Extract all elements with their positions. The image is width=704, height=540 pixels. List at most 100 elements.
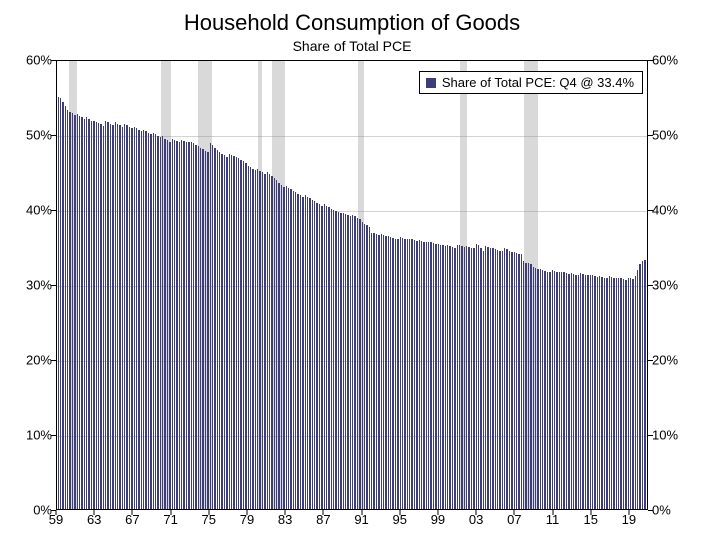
bar <box>136 128 137 509</box>
bar <box>364 224 365 509</box>
bar <box>504 248 505 509</box>
bar <box>449 246 450 509</box>
bar <box>286 186 287 509</box>
bar <box>233 156 234 509</box>
bar <box>290 189 291 509</box>
bar <box>592 275 593 509</box>
bar <box>79 116 80 509</box>
bar <box>590 275 591 509</box>
bar <box>559 272 560 509</box>
bar <box>267 172 268 509</box>
bar <box>240 160 241 509</box>
bar <box>620 278 621 509</box>
bar <box>506 249 507 509</box>
chart-subtitle: Share of Total PCE <box>0 38 704 54</box>
bar <box>229 154 230 509</box>
bar <box>411 239 412 509</box>
bar <box>644 260 645 509</box>
y-tick-left: 20% <box>2 353 52 368</box>
bar <box>637 270 638 509</box>
bar <box>81 117 82 509</box>
y-tick-right: 60% <box>652 53 702 68</box>
bar <box>571 273 572 509</box>
bar <box>371 233 372 509</box>
bar <box>376 234 377 509</box>
bar <box>639 264 640 509</box>
bar <box>369 227 370 509</box>
bar <box>236 157 237 509</box>
bar <box>62 102 63 509</box>
bar <box>115 122 116 509</box>
bar <box>357 218 358 509</box>
bar <box>217 150 218 509</box>
bar <box>224 155 225 509</box>
bar <box>616 278 617 509</box>
legend-swatch <box>426 78 436 88</box>
bar <box>172 139 173 509</box>
bar <box>625 280 626 509</box>
bar <box>122 127 123 509</box>
bar <box>575 275 576 509</box>
bar <box>255 170 256 509</box>
bar <box>210 143 211 509</box>
bar <box>352 215 353 509</box>
y-tick-right: 30% <box>652 278 702 293</box>
bar <box>324 204 325 509</box>
chart-container: Household Consumption of Goods Share of … <box>0 0 704 540</box>
bar <box>155 134 156 509</box>
bar <box>112 125 113 509</box>
y-tick-left: 10% <box>2 428 52 443</box>
bar <box>312 200 313 509</box>
bar <box>509 251 510 509</box>
bar <box>385 236 386 509</box>
bar <box>514 252 515 509</box>
bar <box>276 180 277 509</box>
bar <box>243 161 244 509</box>
bar <box>409 239 410 509</box>
bar <box>628 278 629 509</box>
bar <box>604 278 605 509</box>
bar <box>91 121 92 509</box>
bar <box>259 171 260 509</box>
bar <box>153 133 154 509</box>
bar <box>632 279 633 509</box>
bar <box>452 247 453 509</box>
bar <box>561 272 562 509</box>
bar <box>134 127 135 509</box>
bar <box>416 241 417 509</box>
bar <box>105 121 106 509</box>
bar <box>309 198 310 509</box>
bar <box>445 246 446 509</box>
y-tick-left: 50% <box>2 128 52 143</box>
bar <box>430 242 431 509</box>
bar <box>476 244 477 509</box>
bar <box>333 210 334 509</box>
bar <box>599 276 600 509</box>
bar <box>518 254 519 509</box>
bar <box>340 213 341 509</box>
bar <box>597 277 598 509</box>
bar <box>373 233 374 509</box>
bar <box>96 122 97 509</box>
bar <box>402 238 403 509</box>
bar <box>129 127 130 509</box>
bar <box>530 264 531 509</box>
bar <box>464 247 465 509</box>
bar <box>635 276 636 509</box>
bar <box>274 178 275 509</box>
bar <box>257 169 258 509</box>
bar <box>483 251 484 509</box>
bar-series <box>57 61 647 509</box>
bar <box>468 247 469 509</box>
bar <box>440 245 441 509</box>
bar <box>67 110 68 509</box>
bar <box>497 250 498 509</box>
bar <box>454 248 455 509</box>
bar <box>523 261 524 509</box>
bar <box>74 115 75 509</box>
bar <box>502 251 503 509</box>
bar <box>221 154 222 509</box>
bar <box>594 276 595 509</box>
bar <box>395 239 396 509</box>
bar <box>193 143 194 509</box>
